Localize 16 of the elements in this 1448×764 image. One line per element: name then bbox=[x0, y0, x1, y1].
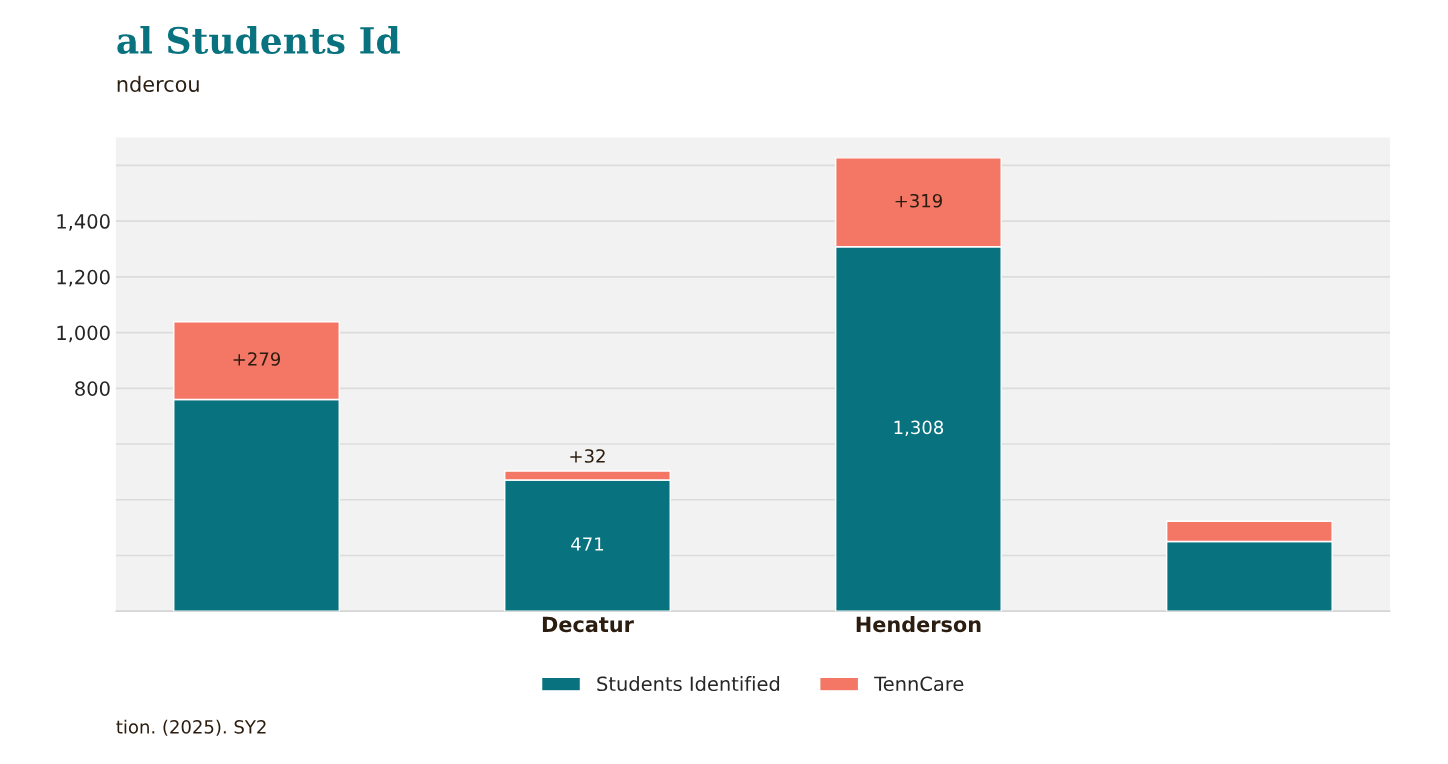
data-label: +279 bbox=[233, 352, 281, 366]
y-tick-label: 1,400 bbox=[57, 214, 110, 231]
data-label: 471 bbox=[571, 537, 604, 551]
x-tick-label: Henderson bbox=[856, 616, 981, 633]
legend-label: TennCare bbox=[874, 676, 964, 692]
y-tick-label: 800 bbox=[75, 381, 110, 396]
text: tion. (2025). SY2 bbox=[116, 719, 266, 736]
y-tick-label: 1,000 bbox=[57, 325, 110, 343]
data-label: 1,308 bbox=[894, 420, 944, 437]
legend-label: Students Identified bbox=[597, 676, 780, 692]
data-label: +32 bbox=[570, 449, 605, 463]
x-tick-label: Decatur bbox=[542, 616, 634, 633]
chart-title: al Students Id bbox=[117, 26, 400, 54]
chart-subtitle: ndercou bbox=[117, 75, 199, 92]
y-tick-label: 1,200 bbox=[57, 269, 110, 287]
data-label: +319 bbox=[895, 193, 942, 208]
